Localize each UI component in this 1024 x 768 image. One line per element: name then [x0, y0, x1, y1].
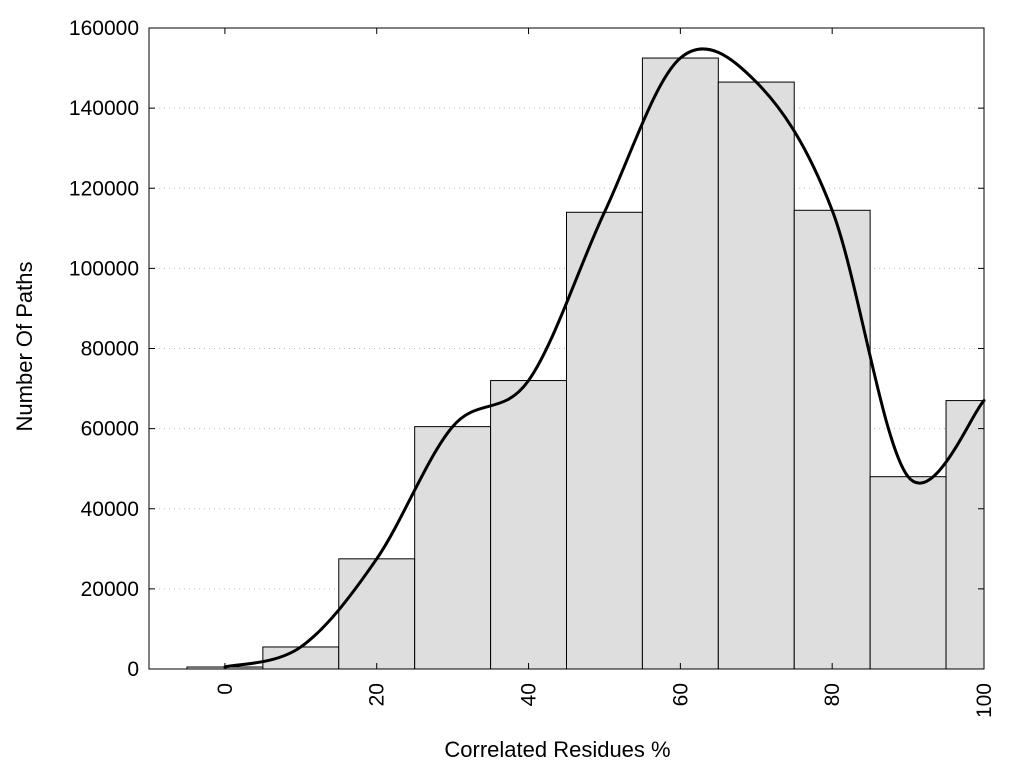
- y-tick-label: 20000: [81, 578, 139, 601]
- histogram-bar: [793, 209, 871, 670]
- bar-layer: [186, 57, 985, 670]
- y-tick-label: 160000: [69, 17, 139, 40]
- y-tick-label: 60000: [81, 418, 139, 441]
- histogram-bar: [717, 81, 795, 670]
- smoothed-density-curve: [223, 47, 986, 669]
- histogram-bar: [641, 57, 719, 670]
- x-tick-label: 60: [669, 683, 692, 706]
- y-tick-label: 120000: [69, 177, 139, 200]
- y-tick-label: 100000: [69, 257, 139, 280]
- y-tick-label: 40000: [81, 498, 139, 521]
- x-axis-title: Correlated Residues %: [444, 737, 670, 762]
- label-layer: 0 20000 40000 60000 80000 100000 120000 140000 1…: [69, 17, 996, 718]
- y-tick-label: 0: [127, 658, 139, 681]
- histogram-bar: [338, 558, 416, 670]
- x-tick-label: 40: [518, 683, 541, 706]
- y-tick-label: 140000: [69, 97, 139, 120]
- x-tick-label: 100: [973, 683, 996, 718]
- x-tick-label: 80: [821, 683, 844, 706]
- x-tick-label: 20: [366, 683, 389, 706]
- histogram-bar: [869, 476, 947, 670]
- y-axis-title: Number Of Paths: [12, 262, 37, 432]
- curve-layer: [223, 47, 986, 669]
- histogram-bar: [414, 426, 492, 670]
- histogram-bar: [566, 211, 643, 670]
- histogram-bar: [945, 400, 985, 670]
- x-tick-label: 0: [214, 683, 237, 695]
- histogram-bar: [490, 380, 567, 670]
- y-tick-label: 80000: [81, 338, 139, 361]
- tick-layer: [149, 27, 985, 670]
